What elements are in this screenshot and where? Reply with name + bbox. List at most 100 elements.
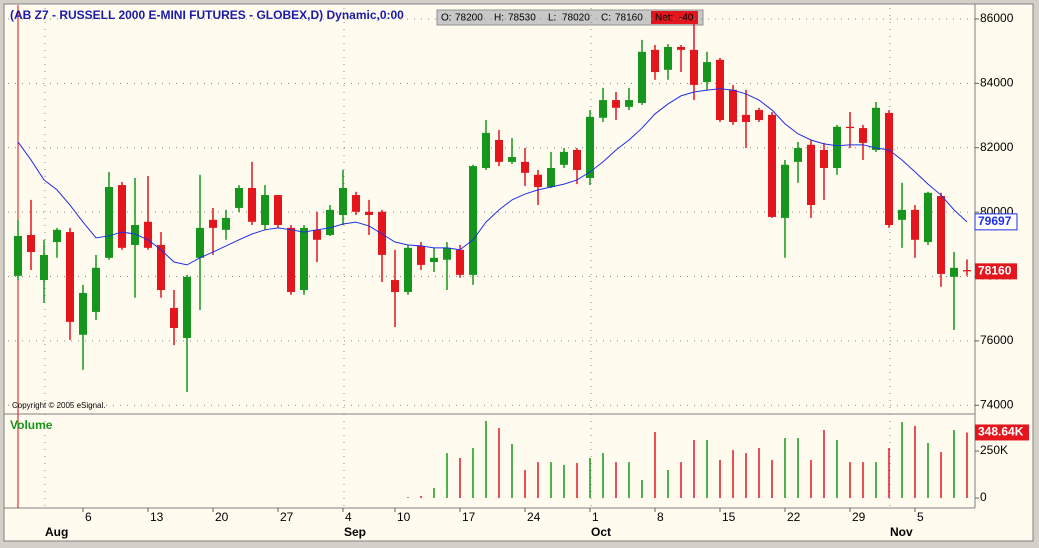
x-tick-label: 29 bbox=[852, 510, 866, 524]
candle-body bbox=[586, 116, 594, 178]
last-close-label: 78160 bbox=[978, 264, 1012, 278]
volume-last-label: 348.64K bbox=[978, 425, 1024, 439]
candle-body bbox=[456, 249, 464, 275]
candle-body bbox=[209, 219, 217, 228]
candle-body bbox=[183, 276, 191, 338]
candle-body bbox=[222, 217, 230, 230]
candle-body bbox=[755, 110, 763, 121]
candle-body bbox=[781, 164, 789, 218]
candle-body bbox=[560, 151, 568, 165]
y-tick-label: 86000 bbox=[980, 11, 1014, 25]
candle-body bbox=[92, 267, 100, 312]
candle-body bbox=[651, 49, 659, 73]
candle-body bbox=[742, 114, 750, 122]
volume-last-box bbox=[975, 424, 1029, 441]
candle-body bbox=[482, 132, 490, 169]
net-background bbox=[651, 11, 698, 24]
month-label: Nov bbox=[890, 525, 913, 539]
candle-body bbox=[599, 100, 607, 118]
candle-body bbox=[157, 244, 165, 291]
candle-body bbox=[443, 247, 451, 260]
candle-body bbox=[521, 161, 529, 173]
candle-body bbox=[807, 144, 815, 206]
candle-body bbox=[729, 89, 737, 122]
candle-body bbox=[378, 211, 386, 255]
info-label: O: bbox=[441, 13, 452, 24]
candle-body bbox=[872, 107, 880, 150]
candle-body bbox=[703, 62, 711, 83]
candle-body bbox=[391, 280, 399, 292]
chart-title: (AB Z7 - RUSSELL 2000 E-MINI FUTURES - G… bbox=[10, 8, 404, 22]
y-tick-label: 84000 bbox=[980, 76, 1014, 90]
volume-tick-label: 0 bbox=[980, 490, 987, 504]
x-tick-label: 8 bbox=[657, 510, 664, 524]
candle-body bbox=[859, 128, 867, 143]
candle-body bbox=[105, 186, 113, 258]
candle-body bbox=[547, 168, 555, 187]
candle-body bbox=[820, 149, 828, 169]
candle-body bbox=[508, 157, 516, 162]
candle-body bbox=[612, 100, 620, 108]
candle-body bbox=[339, 187, 347, 216]
candle-body bbox=[326, 209, 334, 235]
candle-body bbox=[14, 235, 22, 276]
candle-body bbox=[287, 227, 295, 292]
month-label: Oct bbox=[591, 525, 611, 539]
y-tick-label: 76000 bbox=[980, 333, 1014, 347]
candle-body bbox=[417, 245, 425, 265]
candle-body bbox=[625, 100, 633, 107]
candle-body bbox=[950, 267, 958, 277]
info-label: H: bbox=[494, 13, 504, 24]
month-label: Aug bbox=[45, 525, 68, 539]
copyright: Copyright © 2005 eSignal. bbox=[12, 401, 106, 410]
x-tick-label: 24 bbox=[527, 510, 541, 524]
candle-body bbox=[196, 227, 204, 258]
candle-body bbox=[404, 247, 412, 292]
candle-body bbox=[898, 209, 906, 220]
candle-body bbox=[690, 49, 698, 85]
x-tick-label: 4 bbox=[345, 510, 352, 524]
x-tick-label: 10 bbox=[397, 510, 411, 524]
volume-title: Volume bbox=[10, 418, 53, 432]
y-tick-label: 74000 bbox=[980, 397, 1014, 411]
x-tick-label: 15 bbox=[722, 510, 736, 524]
candle-body bbox=[300, 227, 308, 291]
info-value: 78020 bbox=[562, 13, 590, 24]
candle-body bbox=[963, 270, 971, 272]
candle-body bbox=[66, 232, 74, 322]
candle-body bbox=[885, 112, 893, 225]
candle-body bbox=[833, 126, 841, 169]
info-net-value: -40 bbox=[679, 13, 694, 24]
info-label: C: bbox=[601, 13, 611, 24]
info-box bbox=[436, 9, 704, 26]
x-tick-label: 13 bbox=[150, 510, 164, 524]
info-background bbox=[436, 9, 704, 26]
candle-body bbox=[27, 234, 35, 253]
candle-body bbox=[469, 166, 477, 275]
candle-body bbox=[716, 59, 724, 121]
info-value: 78200 bbox=[455, 13, 483, 24]
candle-body bbox=[79, 292, 87, 335]
candle-body bbox=[170, 308, 178, 329]
info-value: 78160 bbox=[615, 13, 643, 24]
x-tick-label: 5 bbox=[917, 510, 924, 524]
info-net-label: Net: bbox=[655, 13, 673, 24]
candle-body bbox=[937, 196, 945, 274]
candle-body bbox=[274, 195, 282, 225]
x-tick-label: 6 bbox=[85, 510, 92, 524]
candle-body bbox=[768, 114, 776, 217]
candle-body bbox=[846, 126, 854, 129]
candle-body bbox=[118, 185, 126, 248]
y-tick-label: 82000 bbox=[980, 140, 1014, 154]
candle-body bbox=[677, 46, 685, 50]
x-tick-label: 1 bbox=[592, 510, 599, 524]
candle-body bbox=[40, 254, 48, 281]
x-tick-label: 20 bbox=[215, 510, 229, 524]
candle-body bbox=[534, 174, 542, 187]
moving-average bbox=[17, 88, 968, 266]
candle-body bbox=[664, 46, 672, 70]
candle-body bbox=[911, 209, 919, 240]
candle-body bbox=[313, 229, 321, 240]
candle-body bbox=[248, 187, 256, 222]
